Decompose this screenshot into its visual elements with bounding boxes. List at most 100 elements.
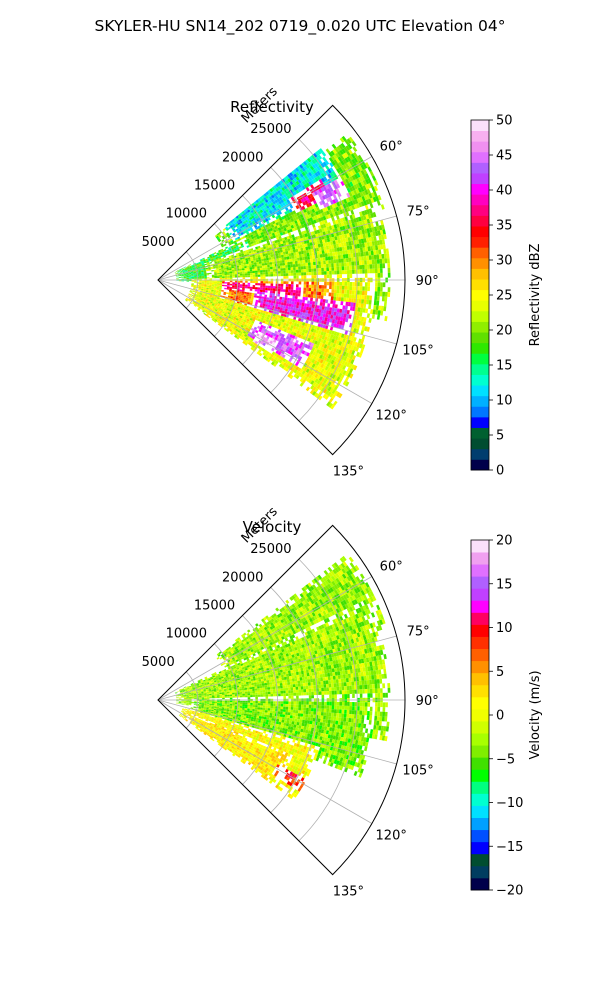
echo-bin xyxy=(309,350,314,355)
echo-bin xyxy=(314,167,319,173)
echo-bin xyxy=(200,268,204,271)
echo-bin xyxy=(257,283,261,286)
echo-bin xyxy=(176,278,179,279)
echo-bin xyxy=(266,358,271,363)
echo-bin xyxy=(247,286,250,289)
echo-bin xyxy=(328,402,333,408)
echo-bin xyxy=(223,243,227,247)
echo-bin xyxy=(259,291,263,295)
echo-bin xyxy=(329,274,332,279)
echo-bin xyxy=(203,270,207,272)
echo-bin xyxy=(338,166,343,172)
echo-bin xyxy=(201,273,205,275)
echo-bin xyxy=(239,284,243,287)
echo-bin xyxy=(324,189,329,195)
echo-bin xyxy=(236,254,240,258)
polar-grid xyxy=(157,138,405,422)
echo-bin xyxy=(228,310,231,314)
echo-bin xyxy=(232,296,236,299)
echo-bin xyxy=(339,274,342,279)
echo-bin xyxy=(267,312,272,316)
echo-bin xyxy=(269,188,274,193)
echo-bin xyxy=(237,284,240,286)
echo-bin xyxy=(278,196,283,201)
echo-bin xyxy=(206,269,209,272)
echo-bin xyxy=(205,258,208,261)
echo-bin xyxy=(181,267,184,270)
echo-bin xyxy=(323,171,328,177)
echo-bin xyxy=(304,253,308,257)
echo-bin xyxy=(313,360,318,365)
echo-bin xyxy=(313,328,317,333)
echo-bin xyxy=(279,260,283,264)
echo-bin xyxy=(353,218,357,223)
echo-bin xyxy=(254,232,259,236)
echo-bin xyxy=(273,193,277,197)
echo-bin xyxy=(323,320,327,325)
echo-bin xyxy=(383,301,387,307)
echo-bin xyxy=(340,258,344,263)
echo-bin xyxy=(244,239,248,243)
echo-bin xyxy=(304,243,308,248)
echo-bin xyxy=(262,320,266,324)
echo-bin xyxy=(264,315,268,319)
echo-bin xyxy=(280,336,284,341)
echo-bin xyxy=(338,372,343,378)
echo-bin xyxy=(218,317,222,321)
echo-bin xyxy=(307,337,311,342)
echo-bin xyxy=(280,356,285,361)
echo-bin xyxy=(181,274,184,276)
echo-bin xyxy=(191,272,194,274)
echo-bin xyxy=(310,220,315,225)
echo-bin xyxy=(230,221,235,225)
echo-bin xyxy=(309,193,314,198)
echo-bin xyxy=(291,328,296,333)
echo-bin xyxy=(258,349,262,353)
echo-bin xyxy=(279,184,284,189)
echo-bin xyxy=(299,177,304,183)
echo-bin xyxy=(361,229,365,235)
echo-bin xyxy=(268,203,272,208)
echo-bin xyxy=(204,284,207,286)
echo-bin xyxy=(298,290,301,294)
echo-bin xyxy=(271,204,276,209)
echo-bin xyxy=(297,299,300,303)
echo-bin xyxy=(305,249,309,254)
echo-bin xyxy=(225,228,230,231)
echo-bin xyxy=(224,284,228,287)
echo-bin xyxy=(257,231,261,235)
echo-bin xyxy=(203,261,207,264)
echo-bin xyxy=(333,266,337,271)
echo-bin xyxy=(315,576,321,582)
echo-bin xyxy=(344,207,348,213)
echo-bin xyxy=(325,340,329,345)
echo-bin xyxy=(317,209,322,215)
echo-bin xyxy=(200,303,204,306)
echo-bin xyxy=(258,316,262,320)
echo-bin xyxy=(359,211,363,217)
echo-bin xyxy=(267,271,271,275)
echo-bin xyxy=(199,294,202,296)
echo-bin xyxy=(249,227,253,231)
echo-bin xyxy=(215,257,219,260)
echo-bin xyxy=(364,282,368,287)
echo-bin xyxy=(233,246,237,249)
echo-bin xyxy=(224,250,227,253)
echo-bin xyxy=(277,190,281,195)
echo-bin xyxy=(253,249,257,253)
echo-bin xyxy=(278,612,283,617)
echo-bin xyxy=(201,294,205,297)
echo-bin xyxy=(353,365,358,371)
echo-bin xyxy=(215,265,219,268)
echo-bin xyxy=(364,204,369,210)
echo-bin xyxy=(219,281,223,284)
echo-bin xyxy=(208,290,211,292)
echo-bin xyxy=(340,181,345,186)
echo-bin xyxy=(317,338,322,343)
echo-bin xyxy=(234,272,238,275)
echo-bin xyxy=(178,274,181,276)
echo-bin xyxy=(348,154,354,161)
echo-bin xyxy=(269,251,273,255)
echo-bin xyxy=(335,371,341,377)
echo-bin xyxy=(220,301,224,304)
